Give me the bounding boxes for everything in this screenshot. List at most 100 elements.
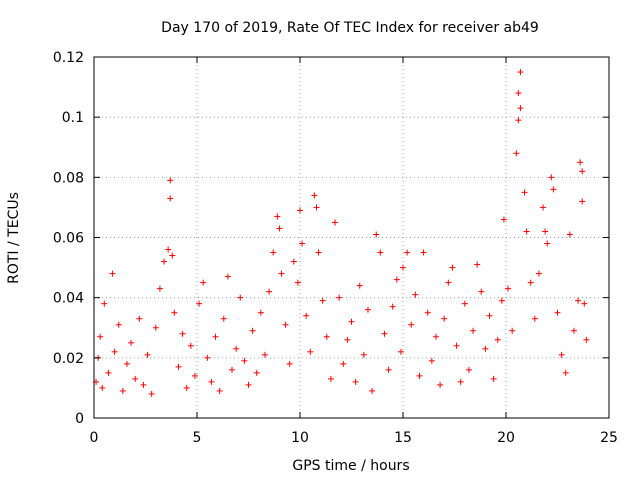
data-point xyxy=(521,189,528,196)
data-point xyxy=(165,246,172,253)
data-point xyxy=(299,240,306,247)
data-point xyxy=(352,378,359,385)
data-point xyxy=(169,252,176,259)
data-point xyxy=(356,282,363,289)
data-point xyxy=(548,174,555,181)
data-point xyxy=(257,309,264,316)
data-point xyxy=(313,204,320,211)
data-point xyxy=(303,312,310,319)
y-tick-label: 0.12 xyxy=(53,50,84,66)
x-axis-label: GPS time / hours xyxy=(292,458,409,474)
data-point xyxy=(385,366,392,373)
data-point xyxy=(191,372,198,379)
data-point xyxy=(482,345,489,352)
data-point xyxy=(123,360,130,367)
data-point xyxy=(517,105,524,112)
data-point xyxy=(99,384,106,391)
data-point xyxy=(311,192,318,199)
data-point xyxy=(360,351,367,358)
data-point xyxy=(140,381,147,388)
data-point xyxy=(241,357,248,364)
data-point xyxy=(261,351,268,358)
data-point xyxy=(344,336,351,343)
data-point xyxy=(494,336,501,343)
data-point xyxy=(111,348,118,355)
y-tick-label: 0 xyxy=(75,411,84,427)
data-point xyxy=(348,318,355,325)
data-point xyxy=(128,339,135,346)
x-tick-label: 5 xyxy=(193,430,202,446)
data-point xyxy=(233,345,240,352)
data-point xyxy=(575,297,582,304)
data-point xyxy=(515,117,522,124)
data-point xyxy=(453,342,460,349)
data-point xyxy=(412,291,419,298)
data-point xyxy=(152,324,159,331)
data-point xyxy=(581,300,588,307)
data-point xyxy=(408,321,415,328)
data-point xyxy=(327,375,334,382)
data-point xyxy=(253,369,260,376)
data-point xyxy=(416,372,423,379)
data-point xyxy=(577,159,584,166)
data-point xyxy=(274,213,281,220)
data-point xyxy=(200,279,207,286)
data-point xyxy=(97,333,104,340)
y-axis-label: ROTI / TECUs xyxy=(6,192,22,284)
data-point xyxy=(517,69,524,76)
data-point xyxy=(286,360,293,367)
data-point xyxy=(336,294,343,301)
data-point xyxy=(364,306,371,313)
data-point xyxy=(515,90,522,97)
data-point xyxy=(290,258,297,265)
data-point xyxy=(437,381,444,388)
data-point xyxy=(513,150,520,157)
data-point xyxy=(101,300,108,307)
data-point xyxy=(278,270,285,277)
data-point xyxy=(579,168,586,175)
data-point xyxy=(220,315,227,322)
data-point xyxy=(540,204,547,211)
data-point xyxy=(457,378,464,385)
data-point xyxy=(148,390,155,397)
data-point xyxy=(249,327,256,334)
data-point xyxy=(542,228,549,235)
data-point xyxy=(381,330,388,337)
data-point xyxy=(204,354,211,361)
data-point xyxy=(229,366,236,373)
data-point xyxy=(373,231,380,238)
data-points xyxy=(93,69,590,397)
data-point xyxy=(270,249,277,256)
data-point xyxy=(297,207,303,214)
data-point xyxy=(474,261,481,268)
data-point xyxy=(377,249,384,256)
data-point xyxy=(554,309,561,316)
data-point xyxy=(294,279,301,286)
x-tick-label: 0 xyxy=(90,430,99,446)
data-point xyxy=(115,321,122,328)
axes-ticks: 0 5 10 15 20 25 0 0.02 0.04 0.06 0.08 0.1 0.12 xyxy=(53,50,618,446)
data-point xyxy=(266,288,273,295)
data-point xyxy=(237,294,244,301)
data-point xyxy=(432,333,439,340)
data-point xyxy=(175,363,182,370)
y-tick-label: 0.04 xyxy=(53,291,84,307)
data-point xyxy=(216,387,223,394)
grid xyxy=(94,57,609,418)
data-point xyxy=(404,249,411,256)
data-point xyxy=(424,309,431,316)
data-point xyxy=(527,279,534,286)
data-point xyxy=(245,381,252,388)
data-point xyxy=(319,297,326,304)
data-point xyxy=(332,219,339,226)
data-point xyxy=(389,303,396,310)
data-point xyxy=(445,279,452,286)
data-point xyxy=(167,177,174,184)
data-point xyxy=(583,336,590,343)
data-point xyxy=(393,276,400,283)
y-tick-label: 0.06 xyxy=(53,231,84,247)
x-tick-label: 15 xyxy=(394,430,412,446)
data-point xyxy=(465,366,472,373)
data-point xyxy=(570,327,577,334)
